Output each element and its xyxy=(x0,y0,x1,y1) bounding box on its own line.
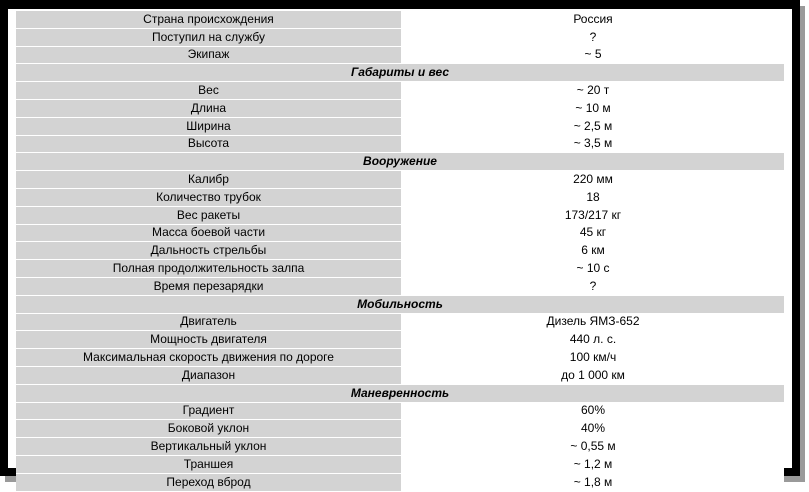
row-label: Вертикальный уклон xyxy=(16,438,402,456)
table-row: Вес ракеты 173/217 кг xyxy=(16,206,784,225)
section-header-row: Мобильность xyxy=(16,295,784,314)
section-header-mobility: Мобильность xyxy=(16,295,784,314)
table-row: Вес ~ 20 т xyxy=(16,82,784,100)
row-value: 40% xyxy=(402,420,784,439)
section-header-row: Вооружение xyxy=(16,153,784,172)
row-label: Вес ракеты xyxy=(16,206,402,225)
table-row: Длина ~ 10 м xyxy=(16,99,784,118)
table-row: Вертикальный уклон ~ 0,55 м xyxy=(16,438,784,456)
row-label: Двигатель xyxy=(16,313,402,332)
row-value: ~ 2,5 м xyxy=(402,117,784,136)
row-value: 60% xyxy=(402,402,784,421)
row-label: Переход вброд xyxy=(16,473,402,492)
row-value: ~ 10 м xyxy=(402,99,784,118)
row-label: Экипаж xyxy=(16,46,402,65)
table-row: Мощность двигателя 440 л. с. xyxy=(16,331,784,350)
table-row: Калибр 220 мм xyxy=(16,171,784,189)
table-row: Диапазон до 1 000 км xyxy=(16,366,784,385)
spec-table: Страна происхождения Россия Поступил на … xyxy=(16,11,784,492)
section-header-row: Габариты и вес xyxy=(16,64,784,83)
table-row: Боковой уклон 40% xyxy=(16,420,784,439)
section-header-armament: Вооружение xyxy=(16,153,784,172)
row-label: Диапазон xyxy=(16,366,402,385)
row-label: Длина xyxy=(16,99,402,118)
row-value: Россия xyxy=(402,11,784,29)
row-value: ? xyxy=(402,277,784,296)
row-label: Градиент xyxy=(16,402,402,421)
row-label: Мощность двигателя xyxy=(16,331,402,350)
section-header-maneuverability: Маневренность xyxy=(16,384,784,403)
section-header-row: Маневренность xyxy=(16,384,784,403)
row-value: ~ 10 с xyxy=(402,260,784,278)
table-row: Градиент 60% xyxy=(16,402,784,421)
row-label: Страна происхождения xyxy=(16,11,402,29)
row-label: Вес xyxy=(16,82,402,100)
row-value: 220 мм xyxy=(402,171,784,189)
row-value: ~ 1,8 м xyxy=(402,473,784,492)
table-row: Страна происхождения Россия xyxy=(16,11,784,29)
table-row: Максимальная скорость движения по дороге… xyxy=(16,349,784,367)
row-value: 18 xyxy=(402,188,784,207)
row-value: ~ 3,5 м xyxy=(402,135,784,154)
row-value: ~ 0,55 м xyxy=(402,438,784,456)
row-label: Поступил на службу xyxy=(16,28,402,47)
row-value: 440 л. с. xyxy=(402,331,784,350)
row-label: Траншея xyxy=(16,455,402,474)
row-value: 100 км/ч xyxy=(402,349,784,367)
table-row: Ширина ~ 2,5 м xyxy=(16,117,784,136)
row-value: 173/217 кг xyxy=(402,206,784,225)
row-value: ~ 20 т xyxy=(402,82,784,100)
table-row: Экипаж ~ 5 xyxy=(16,46,784,65)
table-row: Двигатель Дизель ЯМЗ-652 xyxy=(16,313,784,332)
table-row: Количество трубок 18 xyxy=(16,188,784,207)
row-label: Калибр xyxy=(16,171,402,189)
table-row: Траншея ~ 1,2 м xyxy=(16,455,784,474)
row-label: Максимальная скорость движения по дороге xyxy=(16,349,402,367)
table-row: Время перезарядки ? xyxy=(16,277,784,296)
row-value: ? xyxy=(402,28,784,47)
row-value: 6 км xyxy=(402,242,784,261)
table-row: Переход вброд ~ 1,8 м xyxy=(16,473,784,492)
row-label: Дальность стрельбы xyxy=(16,242,402,261)
row-label: Боковой уклон xyxy=(16,420,402,439)
table-row: Масса боевой части 45 кг xyxy=(16,224,784,243)
table-row: Поступил на службу ? xyxy=(16,28,784,47)
section-header-dimensions: Габариты и вес xyxy=(16,64,784,83)
row-value: ~ 5 xyxy=(402,46,784,65)
row-value: до 1 000 км xyxy=(402,366,784,385)
table-row: Полная продолжительность залпа ~ 10 с xyxy=(16,260,784,278)
row-label: Количество трубок xyxy=(16,188,402,207)
row-label: Масса боевой части xyxy=(16,224,402,243)
row-value: ~ 1,2 м xyxy=(402,455,784,474)
row-value: 45 кг xyxy=(402,224,784,243)
row-label: Высота xyxy=(16,135,402,154)
table-row: Дальность стрельбы 6 км xyxy=(16,242,784,261)
table-row: Высота ~ 3,5 м xyxy=(16,135,784,154)
table-panel: Страна происхождения Россия Поступил на … xyxy=(8,9,792,492)
row-value: Дизель ЯМЗ-652 xyxy=(402,313,784,332)
row-label: Ширина xyxy=(16,117,402,136)
row-label: Время перезарядки xyxy=(16,277,402,296)
row-label: Полная продолжительность залпа xyxy=(16,260,402,278)
